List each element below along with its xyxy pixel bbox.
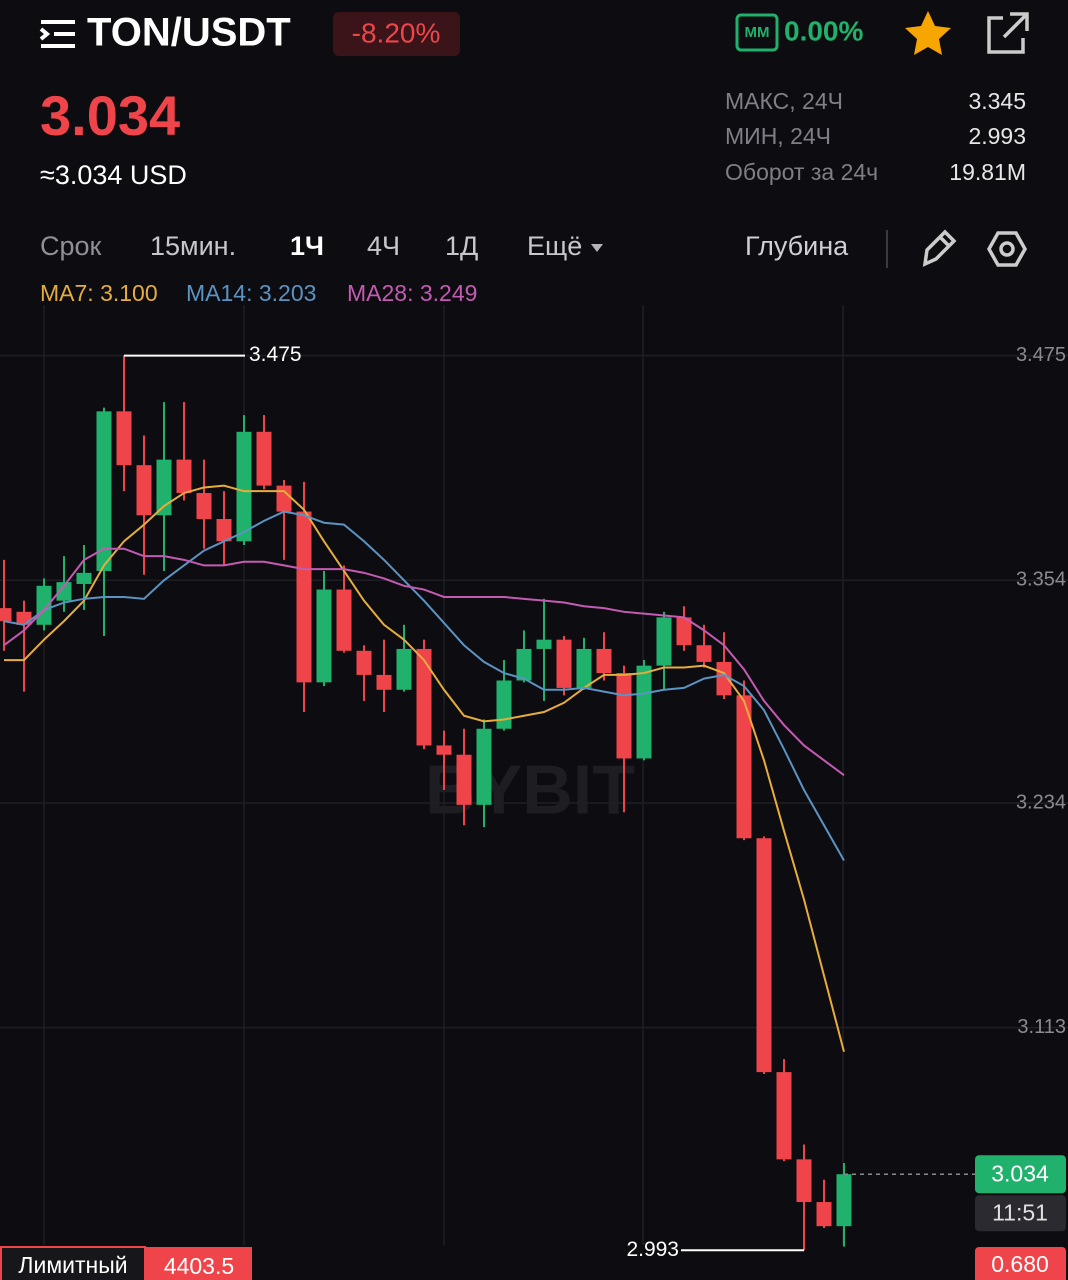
- stat-value: 2.993: [968, 123, 1026, 149]
- candle-body: [696, 645, 712, 662]
- candle-body: [56, 582, 72, 601]
- candle-body: [0, 608, 12, 622]
- candle-body: [236, 431, 252, 542]
- y-tick-label: 3.354: [1016, 569, 1066, 591]
- right-value-box: [975, 1247, 1066, 1280]
- order-value: 4403.5: [164, 1253, 234, 1279]
- candle-body: [476, 728, 492, 805]
- candle-body: [536, 639, 552, 649]
- right-value: 0.680: [991, 1251, 1049, 1277]
- last-price: 3.034: [40, 84, 180, 147]
- last-price-box: [975, 1155, 1066, 1194]
- ma-line: [3, 547, 845, 776]
- mm-value: 0.00%: [784, 15, 863, 46]
- candle-body: [36, 585, 52, 625]
- candle-body: [596, 648, 612, 674]
- y-tick-label: 3.234: [1016, 791, 1066, 813]
- candle-body: [296, 511, 312, 683]
- candle-body: [256, 431, 272, 486]
- candle-body: [376, 674, 392, 690]
- price-usd: ≈3.034 USD: [40, 160, 187, 190]
- candle-body: [356, 650, 372, 675]
- draw-icon[interactable]: [922, 229, 957, 267]
- candle-body: [396, 648, 412, 690]
- candle-body: [716, 661, 732, 696]
- countdown: 11:51: [992, 1199, 1048, 1225]
- tab[interactable]: 15мин.: [150, 231, 236, 261]
- candle-body: [76, 572, 92, 584]
- candle-body: [736, 695, 752, 839]
- candle-body: [636, 665, 652, 759]
- legend-entry: MA14: 3.203: [186, 280, 316, 306]
- candle-body: [156, 459, 172, 516]
- candle-body: [836, 1174, 852, 1227]
- candle-body: [456, 754, 472, 805]
- candle-body: [676, 617, 692, 646]
- mm-label: MM: [745, 24, 770, 41]
- candle-body: [336, 589, 352, 651]
- change-value: -8.20%: [352, 17, 441, 48]
- candle-body: [556, 639, 572, 688]
- tab[interactable]: 1Д: [445, 231, 478, 261]
- chart: 3.475 3.354 3.234 3.113 3.475 2.993 3.034 11:51: [0, 343, 1068, 1261]
- candle-body: [776, 1072, 792, 1160]
- candle-body: [96, 411, 112, 571]
- candle-body: [616, 673, 632, 759]
- change-badge: [333, 12, 460, 56]
- ma-line: [4, 484, 845, 1052]
- candle-body: [576, 648, 592, 688]
- tab[interactable]: 1Ч: [290, 231, 324, 261]
- mm-icon[interactable]: [735, 13, 779, 52]
- stat-value: 19.81M: [949, 159, 1026, 185]
- candle-body: [756, 838, 772, 1073]
- candle-body: [496, 680, 512, 729]
- settings-icon[interactable]: [986, 231, 1028, 267]
- candle-body: [436, 745, 452, 755]
- candle-body: [176, 459, 192, 494]
- candle-body: [276, 485, 292, 512]
- ma-line: [3, 510, 845, 862]
- high-marker-label: 3.475: [249, 343, 302, 366]
- candle-body: [116, 411, 132, 466]
- legend-entry: MA7: 3.100: [40, 280, 158, 306]
- candle-body: [656, 617, 672, 666]
- stat-value: 3.345: [968, 88, 1026, 114]
- depth-tab[interactable]: Глубина: [745, 231, 849, 261]
- stat-label: Оборот за 24ч: [725, 159, 878, 185]
- share-icon[interactable]: [987, 12, 1029, 54]
- dropdown-arrow: [591, 244, 603, 252]
- stat-label: МАКС, 24Ч: [725, 88, 843, 114]
- last-price-label: 3.034: [991, 1160, 1049, 1186]
- candle-body: [796, 1159, 812, 1203]
- candle-body: [816, 1202, 832, 1227]
- candle-body: [196, 493, 212, 520]
- order-type[interactable]: Лимитный: [18, 1252, 127, 1278]
- countdown-box: [975, 1195, 1066, 1232]
- y-tick-label: 3.475: [1016, 344, 1066, 366]
- tab[interactable]: Срок: [40, 231, 102, 261]
- order-value-box: [145, 1247, 252, 1280]
- low-marker-label: 2.993: [626, 1238, 679, 1261]
- menu-icon[interactable]: [39, 20, 75, 48]
- favorite-star[interactable]: [905, 11, 951, 55]
- candle-body: [216, 519, 232, 542]
- tab[interactable]: Ещё: [527, 231, 582, 261]
- candle-body: [516, 648, 532, 681]
- tab[interactable]: 4Ч: [367, 231, 400, 261]
- pair-title[interactable]: TON/USDT: [87, 11, 291, 55]
- stat-label: МИН, 24Ч: [725, 123, 831, 149]
- candle-body: [316, 589, 332, 683]
- y-tick-label: 3.113: [1017, 1016, 1066, 1038]
- candle-body: [136, 465, 152, 516]
- candle-body: [416, 648, 432, 746]
- legend-entry: MA28: 3.249: [347, 280, 477, 306]
